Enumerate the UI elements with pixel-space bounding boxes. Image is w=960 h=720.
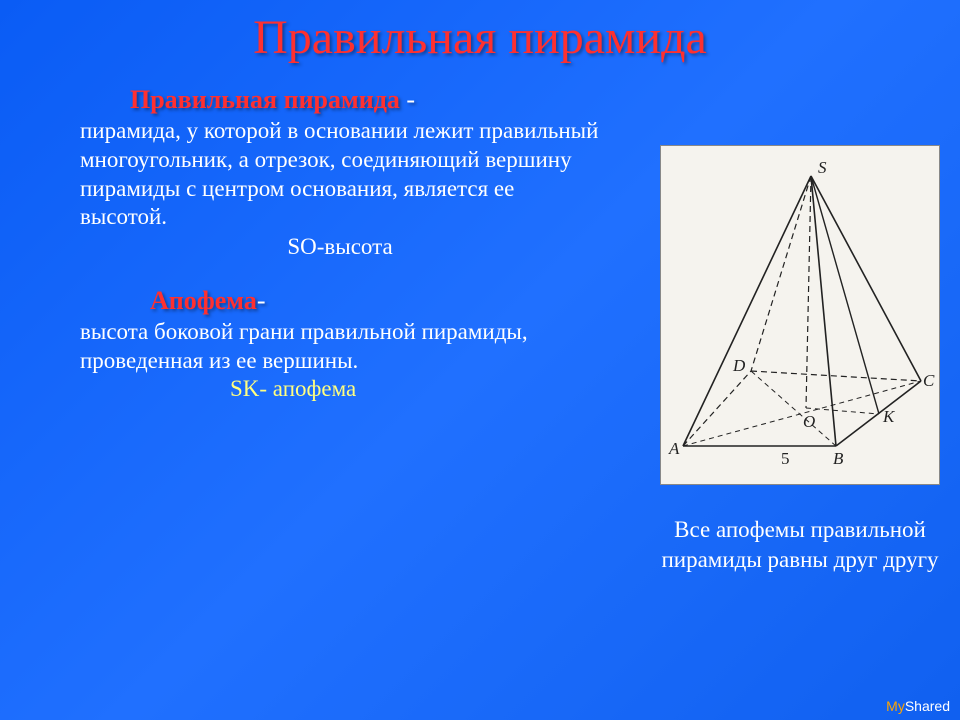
apothem-dash: - — [257, 286, 266, 315]
label-S: S — [818, 158, 827, 178]
watermark-part2: Shared — [905, 698, 950, 714]
left-column: Правильная пирамида - пирамида, у которо… — [80, 85, 600, 575]
label-base-length: 5 — [781, 449, 790, 469]
definition-text: пирамида, у которой в основании лежит пр… — [80, 117, 600, 232]
right-column: S A B C D O K 5 Все апофемы правильной п… — [630, 85, 960, 575]
apothem-heading: Апофема- — [150, 286, 600, 316]
diagram-caption: Все апофемы правильной пирамиды равны др… — [630, 515, 960, 575]
subtitle: Правильная пирамида - — [130, 85, 600, 115]
content-row: Правильная пирамида - пирамида, у которо… — [0, 65, 960, 575]
height-label: SO-высота — [80, 234, 600, 260]
pyramid-svg — [661, 146, 941, 486]
subtitle-dash: - — [400, 85, 415, 114]
apothem-term: Апофема — [150, 286, 257, 315]
pyramid-diagram: S A B C D O K 5 — [660, 145, 940, 485]
watermark-part1: My — [886, 698, 905, 714]
subtitle-term: Правильная пирамида — [130, 85, 400, 114]
label-D: D — [733, 356, 745, 376]
watermark: MyShared — [886, 698, 950, 714]
sk-label: SK- апофема — [230, 376, 600, 402]
label-A: A — [669, 439, 679, 459]
label-B: B — [833, 449, 843, 469]
label-K: K — [883, 407, 894, 427]
label-C: C — [923, 371, 934, 391]
label-O: O — [803, 412, 815, 432]
page-title: Правильная пирамида — [0, 0, 960, 65]
apothem-definition: высота боковой грани правильной пирамиды… — [80, 318, 600, 376]
